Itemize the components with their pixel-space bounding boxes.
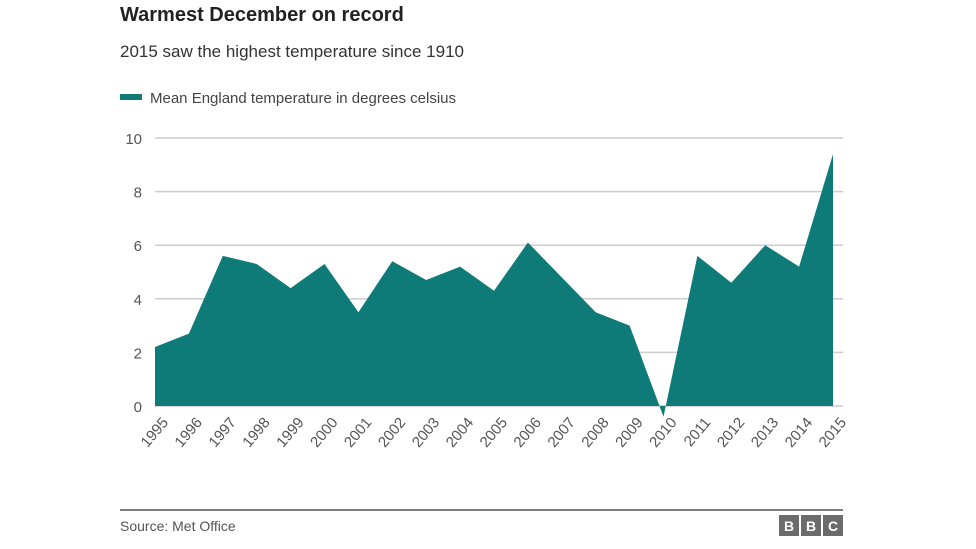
x-tick-label: 2010: [646, 414, 680, 450]
y-tick-label: 0: [134, 399, 142, 416]
chart-subtitle: 2015 saw the highest temperature since 1…: [120, 42, 464, 61]
bbc-logo-block: [801, 515, 821, 536]
bbc-logo-letter: B: [806, 518, 816, 534]
x-tick-label: 1995: [138, 414, 172, 450]
x-tick-label: 2011: [681, 414, 715, 450]
x-tick-label: 2012: [714, 414, 748, 450]
x-tick-label: 2001: [341, 414, 375, 450]
y-tick-label: 4: [134, 292, 142, 309]
bbc-logo-letter: B: [784, 518, 794, 534]
x-tick-label: 2004: [443, 414, 477, 450]
x-tick-label: 2014: [782, 414, 816, 450]
x-tick-label: 2003: [409, 414, 443, 450]
chart-title: Warmest December on record: [120, 4, 404, 26]
source-text: Source: Met Office: [120, 518, 236, 534]
x-tick-label: 1996: [171, 414, 205, 450]
legend-swatch: [120, 94, 142, 100]
bbc-logo-block: [779, 515, 799, 536]
legend-label: Mean England temperature in degrees cels…: [150, 90, 456, 107]
x-tick-label: 2000: [307, 414, 341, 450]
x-tick-label: 1999: [273, 414, 307, 450]
x-tick-label: 2002: [375, 414, 409, 450]
x-tick-label: 2013: [748, 414, 782, 450]
y-tick-label: 6: [134, 238, 142, 255]
bbc-logo-letter: C: [828, 518, 838, 534]
y-tick-label: 2: [134, 345, 142, 362]
x-tick-label: 2005: [477, 414, 511, 450]
x-tick-label: 2007: [544, 414, 578, 450]
x-tick-label: 2008: [578, 414, 612, 450]
bbc-logo-block: [823, 515, 843, 536]
area-series: [155, 154, 833, 417]
y-tick-label: 10: [125, 131, 142, 148]
x-tick-label: 2006: [510, 414, 544, 450]
x-tick-label: 2015: [816, 414, 850, 450]
y-tick-label: 8: [134, 185, 142, 202]
x-tick-label: 1998: [239, 414, 273, 450]
x-tick-label: 1997: [205, 414, 239, 450]
x-tick-label: 2009: [612, 414, 646, 450]
